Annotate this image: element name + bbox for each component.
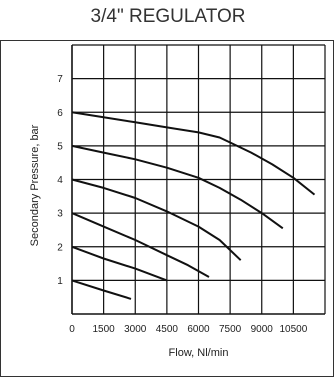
series-line-4 — [71, 212, 210, 278]
y-axis-label: Secondary Pressure, bar — [29, 124, 41, 246]
y-tick-label: 7 — [57, 74, 63, 85]
x-tick-label: 3000 — [124, 324, 147, 335]
series-line-3 — [71, 178, 242, 261]
series-line-2 — [71, 144, 284, 230]
series-line-5 — [71, 245, 168, 282]
chart-title: 3/4" REGULATOR — [90, 6, 246, 27]
x-tick-labels: 0 1500 3000 4500 6000 7500 9000 10500 — [69, 324, 307, 335]
x-tick-label: 1500 — [93, 324, 116, 335]
x-tick-label: 7500 — [219, 324, 242, 335]
y-tick-label: 3 — [57, 209, 63, 220]
series-line-1 — [71, 111, 316, 196]
x-tick-label: 9000 — [251, 324, 274, 335]
y-tick-label: 5 — [57, 141, 63, 152]
y-tick-label: 1 — [57, 276, 63, 287]
x-axis-label: Flow, Nl/min — [169, 347, 229, 359]
chart-frame — [0, 40, 334, 377]
series-group — [71, 111, 316, 300]
x-tick-label: 4500 — [156, 324, 179, 335]
x-tick-label: 6000 — [187, 324, 210, 335]
x-tick-label: 0 — [69, 324, 75, 335]
grid — [71, 44, 326, 315]
y-tick-label: 2 — [57, 242, 63, 253]
x-tick-label: 10500 — [279, 324, 307, 335]
y-tick-label: 4 — [57, 175, 63, 186]
y-tick-labels: 1 2 3 4 5 6 7 — [57, 74, 63, 287]
series-line-6 — [71, 279, 132, 300]
y-tick-label: 6 — [57, 108, 63, 119]
